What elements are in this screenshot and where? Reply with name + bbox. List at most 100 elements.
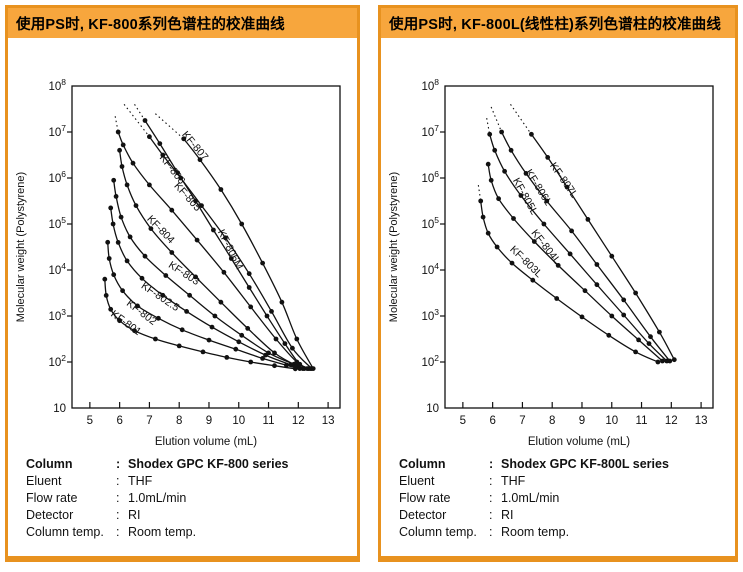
data-point — [478, 198, 484, 204]
data-point — [667, 358, 673, 364]
data-point — [113, 194, 119, 199]
y-tick-label: 10 — [53, 403, 66, 415]
curve-label: KF-805 — [171, 180, 203, 214]
data-point — [120, 142, 126, 148]
calibration-curve-line — [530, 133, 675, 361]
x-tick-label: 12 — [665, 415, 678, 427]
spec-colon: : — [116, 491, 120, 505]
data-point — [218, 299, 224, 305]
data-point — [297, 361, 303, 367]
data-point — [541, 221, 547, 227]
spec-label: Flow rate — [399, 491, 451, 505]
spec-colon: : — [489, 457, 494, 471]
spec-row: Flow rate:1.0mL/min — [399, 490, 727, 507]
data-point — [142, 118, 148, 123]
column-specs: Column: Shodex GPC KF-800L series Eluent: T… — [381, 454, 735, 541]
data-point — [103, 293, 109, 298]
data-point — [239, 221, 245, 227]
spec-row: Column: Shodex GPC KF-800 series — [26, 456, 349, 473]
spec-row: Eluent: THF — [399, 473, 727, 490]
data-point — [579, 314, 585, 320]
data-point — [124, 182, 130, 188]
data-point — [135, 303, 140, 309]
spec-colon: : — [489, 525, 493, 539]
curve-kf-805: KF-805 — [114, 116, 312, 371]
data-point — [236, 339, 242, 345]
data-point — [487, 131, 493, 137]
data-point — [132, 328, 137, 334]
data-point — [273, 336, 279, 342]
y-tick-label: 104 — [48, 261, 66, 277]
data-point — [636, 337, 641, 343]
y-tick-label: 106 — [48, 169, 66, 185]
chart-wrap: 108 107 106 105 104 103 102 10 5 6 7 8 9 10 11 12 13 Elut… — [381, 38, 735, 454]
spec-label: Column — [399, 457, 446, 471]
spec-row: Column: Shodex GPC KF-800L series — [399, 456, 727, 473]
curve-label: KF-806 — [157, 152, 188, 187]
data-point — [239, 332, 245, 338]
x-tick-label: 11 — [636, 415, 648, 427]
data-point — [108, 306, 114, 312]
data-point — [480, 214, 486, 220]
data-point — [260, 260, 265, 266]
data-point — [529, 131, 534, 137]
curve-kf-806l: KF-806L — [490, 106, 673, 364]
data-point — [671, 357, 677, 363]
spec-value: Shodex GPC KF-800 series — [128, 457, 289, 471]
data-point — [187, 292, 193, 298]
data-point — [117, 318, 122, 324]
data-point — [127, 234, 133, 240]
data-point — [633, 349, 638, 355]
calibration-curve-line — [487, 164, 663, 362]
chart-wrap: 108 107 106 105 104 103 102 10 5 6 7 8 9 10 11 12 13 Elut… — [8, 38, 357, 454]
data-point — [124, 258, 130, 264]
spec-colon: : — [116, 474, 120, 488]
data-point — [260, 356, 265, 361]
data-point — [115, 129, 121, 135]
x-tick-label: 12 — [292, 415, 305, 427]
y-tick-label: 105 — [48, 215, 66, 231]
data-point — [102, 276, 108, 282]
data-point — [310, 366, 316, 371]
data-point — [218, 187, 224, 192]
data-point — [209, 324, 215, 330]
data-point — [156, 315, 161, 321]
y-tick-label: 107 — [421, 123, 439, 139]
spec-value: 1.0mL/min — [501, 491, 560, 505]
spec-row: Detector: RI — [399, 507, 727, 524]
y-axis-title: Molecular weight (Polystyrene) — [15, 172, 27, 322]
x-axis: 5 6 7 8 9 10 11 12 13 Elution volume (mL) — [460, 402, 707, 448]
x-tick-label: 9 — [206, 415, 212, 427]
data-point — [266, 350, 271, 356]
data-point — [246, 285, 252, 290]
data-point — [224, 355, 230, 360]
x-tick-label: 10 — [232, 415, 245, 427]
data-point — [485, 161, 491, 167]
x-tick-label: 9 — [579, 415, 585, 427]
data-point — [499, 129, 504, 135]
plot-frame — [444, 85, 714, 409]
data-point — [530, 277, 536, 283]
data-point — [106, 256, 112, 261]
data-point — [163, 273, 169, 278]
data-point — [485, 230, 491, 236]
curve-label: KF-807L — [547, 160, 580, 200]
data-point — [594, 282, 600, 288]
data-point — [655, 359, 661, 365]
spec-colon: : — [116, 508, 120, 522]
data-point — [147, 134, 152, 140]
data-point — [502, 168, 507, 174]
spec-value: RI — [128, 508, 141, 522]
spec-value: THF — [501, 474, 526, 488]
spec-value: 1.0mL/min — [128, 491, 187, 505]
data-point — [279, 299, 285, 305]
data-point — [199, 203, 204, 209]
y-tick-label: 108 — [48, 77, 66, 93]
spec-label: Column temp. — [399, 525, 477, 539]
exclusion-limit-dash — [486, 118, 491, 135]
spec-colon: : — [116, 525, 120, 539]
data-point — [169, 207, 175, 213]
data-point — [609, 313, 615, 319]
curve-kf-803l: KF-803L — [477, 185, 661, 365]
data-point — [118, 214, 124, 220]
